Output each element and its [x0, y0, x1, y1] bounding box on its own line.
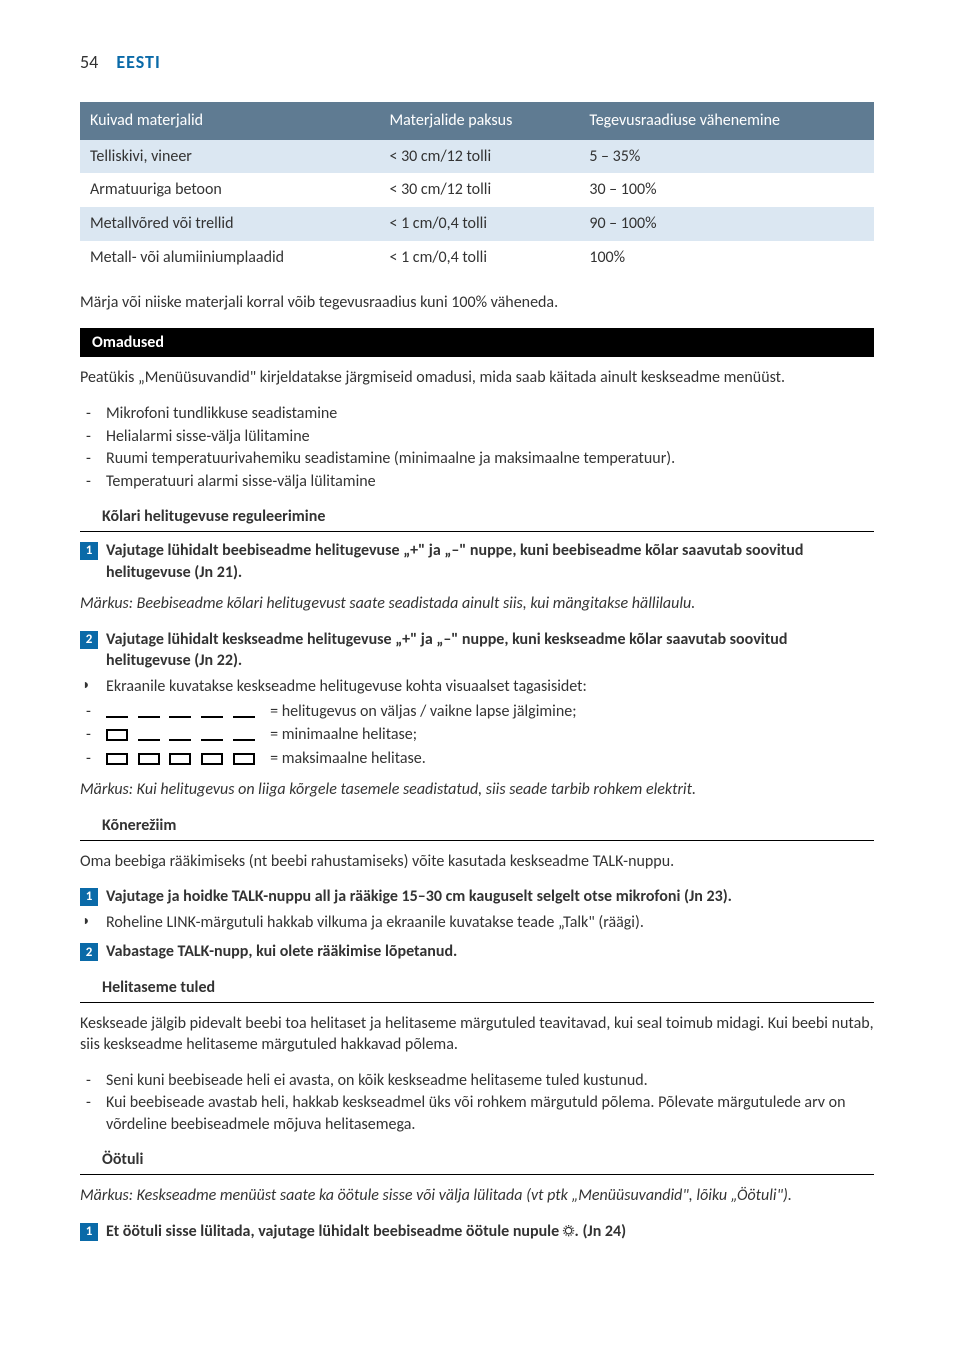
table-cell: Telliskivi, vineer	[80, 140, 379, 174]
step-number-icon: 2	[80, 631, 98, 649]
table-cell: < 1 cm/0,4 tolli	[379, 207, 579, 241]
volume-note-1: Märkus: Beebiseadme kõlari helitugevust …	[80, 593, 874, 615]
table-cell: < 30 cm/12 tolli	[379, 173, 579, 207]
table-cell: < 30 cm/12 tolli	[379, 140, 579, 174]
volume-segment-icon	[201, 706, 223, 718]
volume-segment-icon	[138, 729, 160, 741]
volume-segment-icon	[233, 753, 255, 765]
talk-intro: Oma beebiga rääkimiseks (nt beebi rahust…	[80, 851, 874, 873]
talk-heading: Kõnerežiim	[80, 815, 874, 841]
page-header: 54 EESTI	[80, 50, 874, 74]
volume-row-label: = maksimaalne helitase.	[270, 749, 426, 768]
talk-bullet: Roheline LINK-märgutuli hakkab vilkuma j…	[80, 912, 874, 934]
step-text: Et öötuli sisse lülitada, vajutage lühid…	[106, 1222, 626, 1241]
lights-intro: Keskseade jälgib pidevalt beebi toa heli…	[80, 1013, 874, 1056]
night-note: Märkus: Keskseadme menüüst saate ka öötu…	[80, 1185, 874, 1207]
table-header: Materjalide paksus	[379, 102, 579, 140]
step-text: Vajutage lühidalt keskseadme helitugevus…	[106, 630, 787, 671]
step-text: Vabastage TALK-nupp, kui olete rääkimise…	[106, 942, 457, 961]
volume-row-max: = maksimaalne helitase.	[80, 748, 874, 770]
table-cell: Metallvõred või trellid	[80, 207, 379, 241]
features-list: Mikrofoni tundlikkuse seadistamine Helia…	[80, 403, 874, 492]
volume-segment-icon	[233, 729, 255, 741]
table-cell: < 1 cm/0,4 tolli	[379, 241, 579, 275]
list-item: Seni kuni beebiseade heli ei avasta, on …	[106, 1070, 874, 1092]
talk-step-1: 1 Vajutage ja hoidke TALK-nuppu all ja r…	[80, 886, 874, 908]
table-cell: 100%	[579, 241, 874, 275]
step-number-icon: 1	[80, 1223, 98, 1241]
step-number-icon: 1	[80, 888, 98, 906]
features-intro: Peatükis „Menüüsuvandid" kirjeldatakse j…	[80, 367, 874, 389]
volume-heading: Kõlari helitugevuse reguleerimine	[80, 506, 874, 532]
volume-row-off: = helitugevus on väljas / vaikne lapse j…	[80, 701, 874, 723]
table-header: Kuivad materjalid	[80, 102, 379, 140]
list-item: Helialarmi sisse-välja lülitamine	[106, 426, 874, 448]
talk-step-2: 2 Vabastage TALK-nupp, kui olete rääkimi…	[80, 941, 874, 963]
lights-list: Seni kuni beebiseade heli ei avasta, on …	[80, 1070, 874, 1136]
step-1: 1 Vajutage lühidalt beebiseadme helituge…	[80, 540, 874, 583]
table-cell: 90 – 100%	[579, 207, 874, 241]
wet-material-note: Märja või niiske materjali korral võib t…	[80, 292, 874, 314]
table-cell: Armatuuriga betoon	[80, 173, 379, 207]
visual-feedback-intro: Ekraanile kuvatakse keskseadme helitugev…	[80, 676, 874, 698]
volume-row-label: = minimaalne helitase;	[270, 725, 417, 744]
list-item: Ruumi temperatuurivahemiku seadistamine …	[106, 448, 874, 470]
volume-row-label: = helitugevus on väljas / vaikne lapse j…	[270, 702, 576, 721]
table-cell: 5 – 35%	[579, 140, 874, 174]
step-number-icon: 2	[80, 943, 98, 961]
page-language: EESTI	[116, 51, 160, 73]
step-2: 2 Vajutage lühidalt keskseadme helitugev…	[80, 629, 874, 672]
volume-segment-icon	[201, 729, 223, 741]
night-step-1: 1 Et öötuli sisse lülitada, vajutage lüh…	[80, 1221, 874, 1243]
step-number-icon: 1	[80, 542, 98, 560]
table-header: Tegevusraadiuse vähenemine	[579, 102, 874, 140]
volume-segment-icon	[233, 706, 255, 718]
page-number: 54	[80, 51, 98, 73]
step-text: Vajutage lühidalt beebiseadme helitugevu…	[106, 541, 803, 582]
night-heading: Öötuli	[80, 1149, 874, 1175]
step-text: Vajutage ja hoidke TALK-nuppu all ja rää…	[106, 887, 732, 906]
volume-row-min: = minimaalne helitase;	[80, 724, 874, 746]
volume-segment-icon	[169, 753, 191, 765]
list-item: Mikrofoni tundlikkuse seadistamine	[106, 403, 874, 425]
volume-segment-icon	[138, 753, 160, 765]
list-item: Kui beebiseade avastab heli, hakkab kesk…	[106, 1092, 874, 1135]
volume-segment-icon	[169, 729, 191, 741]
volume-segment-icon	[138, 706, 160, 718]
table-cell: Metall- või alumiiniumplaadid	[80, 241, 379, 275]
list-item: Temperatuuri alarmi sisse-välja lülitami…	[106, 471, 874, 493]
lights-heading: Helitaseme tuled	[80, 977, 874, 1003]
volume-segment-icon	[106, 706, 128, 718]
volume-note-2: Märkus: Kui helitugevus on liiga kõrgele…	[80, 779, 874, 801]
volume-segment-icon	[201, 753, 223, 765]
volume-segment-icon	[169, 706, 191, 718]
volume-segment-icon	[106, 729, 128, 741]
features-heading: Omadused	[80, 328, 874, 358]
volume-segment-icon	[106, 753, 128, 765]
table-cell: 30 – 100%	[579, 173, 874, 207]
materials-table: Kuivad materjalid Materjalide paksus Teg…	[80, 102, 874, 274]
